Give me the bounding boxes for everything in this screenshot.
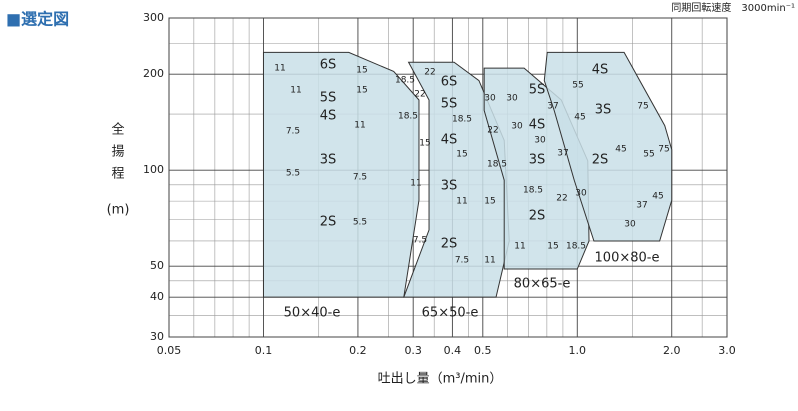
kw-label: 7.5 [353,173,367,183]
stage-label: 2S [320,215,337,230]
x-axis-label: 吐出し量（m³/min） [378,372,503,387]
region [262,51,420,298]
kw-label: 11 [274,64,285,74]
kw-label: 45 [652,192,663,202]
stage-label: 4S [441,133,458,148]
kw-label: 5.5 [353,218,367,228]
y-axis-label: 全 [111,122,124,138]
kw-label: 37 [636,201,647,211]
kw-label: 55 [643,150,654,160]
stage-label: 4S [592,63,609,78]
kw-label: 15 [356,66,367,76]
kw-label: 37 [547,102,558,112]
kw-label: 11 [456,197,467,207]
stage-label: 4S [529,118,546,133]
y-tick-label: 300 [143,11,164,24]
stage-label: 5S [441,97,458,112]
y-tick-label: 100 [143,163,164,176]
region [543,51,673,242]
stage-label: 5S [529,83,546,98]
stage-label: 4S [320,109,337,124]
kw-label: 45 [615,145,626,155]
kw-label: 22 [556,194,567,204]
kw-label: 11 [290,86,301,96]
kw-label: 37 [557,149,568,159]
kw-label: 45 [574,113,585,123]
stage-label: 3S [529,153,546,168]
x-tick-label: 0.3 [404,344,422,357]
kw-label: 15 [484,197,495,207]
y-tick-label: 50 [150,259,164,272]
kw-label: 55 [572,81,583,91]
kw-label: 11 [354,121,365,131]
region [403,61,510,298]
kw-label: 7.5 [455,256,469,266]
kw-label: 30 [506,94,518,104]
y-tick-label: 30 [150,330,164,343]
y-tick-label: 40 [150,290,164,303]
stage-label: 6S [441,75,458,90]
kw-label: 18.5 [398,112,418,122]
kw-label: 11 [410,179,421,189]
stage-label: 3S [441,179,458,194]
kw-label: 5.5 [286,169,300,179]
y-tick-label: 200 [143,67,164,80]
chart-title: ■選定図 [6,10,69,29]
kw-label: 18.5 [566,242,586,252]
x-tick-label: 0.1 [255,344,273,357]
kw-label: 30 [534,136,546,146]
stage-label: 5S [320,91,337,106]
kw-label: 18.5 [487,160,507,170]
stage-label: 3S [320,153,337,168]
note: 同期回転速度 3000min⁻¹ [671,1,795,14]
x-tick-label: 2.0 [663,344,681,357]
kw-label: 15 [356,86,367,96]
kw-label: 18.5 [523,186,543,196]
kw-label: 30 [575,189,587,199]
kw-label: 11 [514,242,525,252]
y-axis-label: 揚 [111,144,124,160]
kw-label: 75 [637,102,648,112]
kw-label: 11 [484,256,495,266]
kw-label: 15 [456,150,467,160]
kw-label: 18.5 [452,115,472,125]
x-tick-label: 1.0 [569,344,587,357]
stage-label: 2S [592,153,609,168]
region-label: 65×50-e [422,306,479,321]
stage-label: 2S [441,237,458,252]
kw-label: 30 [624,220,636,230]
kw-label: 22 [487,126,498,136]
x-tick-label: 0.2 [349,344,367,357]
region-label: 80×65-e [514,277,571,292]
kw-label: 75 [658,145,669,155]
kw-label: 18.5 [395,76,415,86]
x-tick-label: 3.0 [718,344,736,357]
x-tick-label: 0.5 [474,344,492,357]
kw-label: 30 [484,94,496,104]
region-label: 50×40-e [284,306,341,321]
stage-label: 6S [320,58,337,73]
kw-label: 22 [414,90,425,100]
stage-label: 3S [595,103,612,118]
kw-label: 22 [424,68,435,78]
region-label: 100×80-e [595,251,660,266]
x-tick-label: 0.4 [444,344,462,357]
kw-label: 30 [511,122,523,132]
kw-label: 15 [419,139,430,149]
stage-label: 2S [529,209,546,224]
x-tick-label: 0.05 [157,344,182,357]
y-axis-label: 程 [111,167,124,182]
kw-label: 7.5 [413,236,427,246]
kw-label: 15 [547,242,558,252]
y-axis-label: (m) [107,203,130,218]
kw-label: 7.5 [286,127,300,137]
